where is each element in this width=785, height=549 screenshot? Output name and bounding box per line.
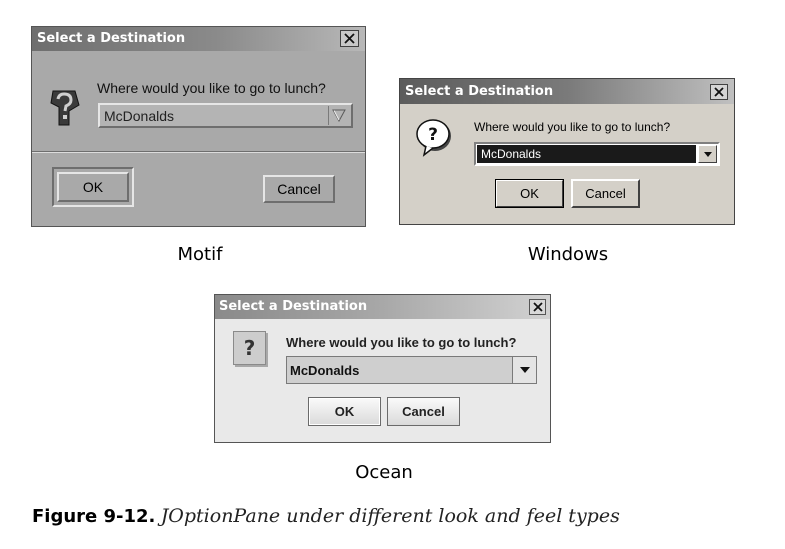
default-button-frame: OK — [495, 179, 564, 208]
close-button[interactable] — [710, 84, 728, 100]
chevron-down-icon — [703, 151, 712, 157]
combobox-arrow-button[interactable] — [512, 357, 536, 383]
destination-combobox[interactable]: McDonalds — [98, 103, 353, 128]
caption-motif: Motif — [177, 244, 223, 265]
chevron-down-icon — [519, 367, 530, 373]
cancel-button[interactable]: Cancel — [387, 397, 460, 426]
ok-button[interactable]: OK — [57, 172, 129, 202]
combobox-arrow-button[interactable] — [328, 106, 349, 125]
windows-dialog: Select a Destination ? Where would you l… — [399, 78, 735, 225]
prompt-message: Where would you like to go to lunch? — [97, 80, 326, 96]
cancel-button[interactable]: Cancel — [571, 179, 640, 208]
question-icon: ? — [233, 331, 266, 365]
default-button-frame: OK — [52, 167, 134, 207]
figure-text: JOptionPane under different look and fee… — [160, 505, 620, 527]
caption-windows: Windows — [527, 244, 609, 265]
chevron-down-icon — [332, 109, 346, 122]
caption-ocean: Ocean — [355, 462, 413, 483]
figure-number: Figure 9-12. — [32, 506, 156, 527]
close-button[interactable] — [529, 299, 546, 315]
combobox-selected-value: McDonalds — [481, 147, 542, 161]
title-bar[interactable]: Select a Destination — [215, 295, 550, 319]
ok-button[interactable]: OK — [496, 180, 563, 207]
close-icon — [714, 87, 724, 97]
question-bubble-icon: ? — [416, 119, 451, 157]
ocean-dialog: Select a Destination ? Where would you l… — [214, 294, 551, 443]
question-icon — [50, 90, 80, 126]
ok-button[interactable]: OK — [308, 397, 381, 426]
combobox-arrow-button[interactable] — [698, 145, 717, 163]
dialog-title: Select a Destination — [219, 299, 368, 314]
svg-text:?: ? — [428, 125, 438, 145]
close-icon — [532, 302, 543, 312]
dialog-title: Select a Destination — [37, 31, 186, 46]
combobox-selected-value: McDonalds — [104, 108, 175, 124]
close-icon — [344, 33, 355, 44]
cancel-button[interactable]: Cancel — [263, 175, 335, 203]
destination-combobox[interactable]: McDonalds — [286, 356, 537, 384]
dialog-title: Select a Destination — [405, 84, 554, 99]
destination-combobox[interactable]: McDonalds — [474, 142, 720, 166]
motif-dialog: Select a Destination Where would you lik… — [31, 26, 366, 227]
figure-caption: Figure 9-12. JOptionPane under different… — [32, 505, 620, 528]
title-bar[interactable]: Select a Destination — [400, 79, 734, 104]
prompt-message: Where would you like to go to lunch? — [286, 335, 517, 350]
prompt-message: Where would you like to go to lunch? — [474, 120, 671, 134]
combobox-selection-highlight: McDonalds — [477, 145, 696, 163]
title-bar[interactable]: Select a Destination — [32, 27, 365, 51]
close-button[interactable] — [340, 30, 359, 47]
separator — [32, 151, 365, 153]
question-glyph: ? — [243, 336, 256, 360]
combobox-selected-value: McDonalds — [290, 363, 360, 378]
